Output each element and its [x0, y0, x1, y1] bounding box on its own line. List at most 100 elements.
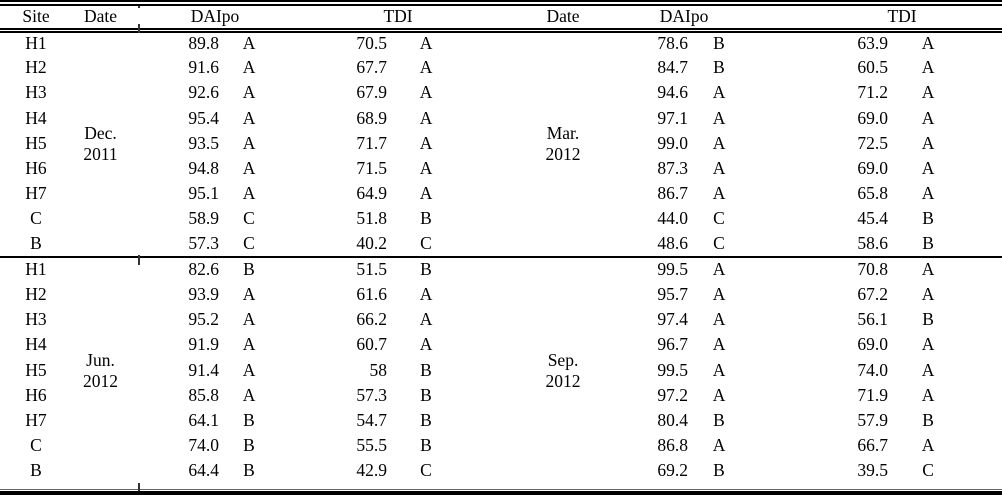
header-daipo-left: DAIpo [139, 6, 275, 33]
tdi-grade-cell: B [922, 233, 934, 254]
tdi-value-cell: 72.5 [857, 132, 889, 153]
daipo-value-cell: 95.7 [657, 283, 689, 304]
date-cell-right: Sep. 2012 [460, 255, 646, 484]
daipo-value-cell: 95.4 [188, 107, 219, 128]
daipo-value-cell: 44.0 [657, 208, 689, 229]
daipo-value-cell: 80.4 [657, 409, 689, 430]
spacer-cell [962, 156, 1002, 181]
tdi-grade-cell: A [419, 334, 433, 355]
tdi-grade-cell: A [921, 283, 935, 304]
table-row: H5 93.5 A 71.7 A 99.0 A 72.5 A [0, 131, 1002, 156]
daipo-grade-cell: B [713, 409, 725, 430]
daipo-grade-cell: A [242, 183, 256, 204]
site-cell: C [30, 208, 42, 229]
spacer-cell [962, 282, 1002, 307]
table-row: H1 Jun. 2012 82.6 B 51.5 B Sep. 2012 99.5 A 70.8 A [0, 255, 1002, 484]
daipo-grade-cell: B [243, 460, 255, 481]
tdi-value-cell: 60.5 [857, 57, 889, 78]
daipo-grade-cell: A [712, 435, 726, 456]
spacer-cell [962, 131, 1002, 156]
spacer-cell [962, 307, 1002, 332]
daipo-grade-cell: A [712, 334, 726, 355]
site-cell: H4 [25, 107, 47, 128]
table-row: B 57.3 C 40.2 C 48.6 C 58.6 B [0, 232, 1002, 257]
daipo-grade-cell: B [713, 460, 725, 481]
tdi-grade-cell: B [420, 384, 432, 405]
header-date-right: Date [460, 6, 646, 33]
daipo-grade-cell: A [712, 359, 726, 380]
tdi-grade-cell: A [419, 132, 433, 153]
tdi-grade-cell: A [921, 334, 935, 355]
tdi-grade-cell: A [419, 158, 433, 179]
date-line: 2012 [545, 144, 581, 165]
daipo-value-cell: 86.8 [657, 435, 689, 456]
table-row: H7 64.1 B 54.7 B 80.4 B 57.9 B [0, 408, 1002, 433]
table-row: H3 92.6 A 67.9 A 94.6 A 71.2 A [0, 80, 1002, 105]
daipo-value-cell: 97.2 [657, 384, 689, 405]
tdi-grade-cell: A [921, 384, 935, 405]
daipo-grade-cell: A [712, 183, 726, 204]
spacer-cell [962, 408, 1002, 433]
daipo-value-cell: 96.7 [657, 334, 689, 355]
daipo-grade-cell: B [713, 57, 725, 78]
daipo-value-cell: 84.7 [657, 57, 689, 78]
table-row: H2 93.9 A 61.6 A 95.7 A 67.2 A [0, 282, 1002, 307]
tdi-value-cell: 65.8 [857, 183, 889, 204]
header-site: Site [0, 6, 62, 33]
table-row: C 58.9 C 51.8 B 44.0 C 45.4 B [0, 206, 1002, 231]
date-line: Mar. [546, 123, 580, 144]
site-cell: H5 [25, 132, 47, 153]
tdi-grade-cell: A [921, 57, 935, 78]
data-table: Site Date DAIpo TDI Date DAIpo TDI H1 Dec… [0, 6, 1002, 484]
daipo-grade-cell: A [242, 57, 256, 78]
daipo-value-cell: 97.4 [657, 309, 689, 330]
daipo-value-cell: 69.2 [657, 460, 689, 481]
column-rule-tick [138, 24, 140, 33]
tdi-grade-cell: A [921, 435, 935, 456]
date-line: 2012 [83, 370, 118, 391]
table-row: H4 95.4 A 68.9 A 97.1 A 69.0 A [0, 106, 1002, 131]
tdi-value-cell: 45.4 [857, 208, 889, 229]
table-row: H7 95.1 A 64.9 A 86.7 A 65.8 A [0, 181, 1002, 206]
tdi-grade-cell: B [420, 435, 432, 456]
site-cell: H7 [25, 409, 47, 430]
header-spacer [962, 6, 1002, 33]
tdi-value-cell: 40.2 [356, 233, 388, 254]
tdi-value-cell: 70.8 [744, 255, 895, 282]
daipo-value-cell: 95.2 [188, 309, 219, 330]
tdi-value-cell: 69.0 [857, 334, 889, 355]
spacer-cell [962, 255, 1002, 282]
tdi-grade-cell: A [921, 359, 935, 380]
daipo-grade-cell: A [712, 107, 726, 128]
site-cell: H6 [25, 158, 47, 179]
site-cell: H3 [25, 309, 47, 330]
tdi-value-cell: 66.7 [857, 435, 889, 456]
daipo-value-cell: 58.9 [188, 208, 219, 229]
date-line: Dec. [84, 123, 117, 144]
tdi-grade-cell: A [921, 107, 935, 128]
tdi-value-cell: 56.1 [857, 309, 889, 330]
daipo-grade-cell: A [242, 309, 256, 330]
site-cell: H4 [25, 334, 47, 355]
bottom-thin-rule [0, 489, 1002, 490]
daipo-value-cell: 95.1 [188, 183, 219, 204]
tdi-grade-cell: A [921, 158, 935, 179]
daipo-grade-cell: A [712, 384, 726, 405]
header-row: Site Date DAIpo TDI Date DAIpo TDI [0, 6, 1002, 33]
daipo-value-cell: 64.1 [188, 409, 219, 430]
table-row: H4 91.9 A 60.7 A 96.7 A 69.0 A [0, 332, 1002, 357]
daipo-value-cell: 74.0 [188, 435, 219, 456]
daipo-value-cell: 82.6 [139, 255, 224, 282]
tdi-value-cell: 64.9 [356, 183, 388, 204]
date-line: Jun. [86, 349, 115, 370]
tdi-value-cell: 57.3 [356, 384, 388, 405]
tdi-value-cell: 71.5 [356, 158, 388, 179]
spacer-cell [962, 30, 1002, 55]
tdi-grade-cell: A [419, 183, 433, 204]
daipo-value-cell: 94.8 [188, 158, 219, 179]
spacer-cell [962, 357, 1002, 382]
tdi-value-cell: 67.9 [356, 82, 388, 103]
daipo-grade-cell: A [712, 283, 726, 304]
spacer-cell [962, 383, 1002, 408]
